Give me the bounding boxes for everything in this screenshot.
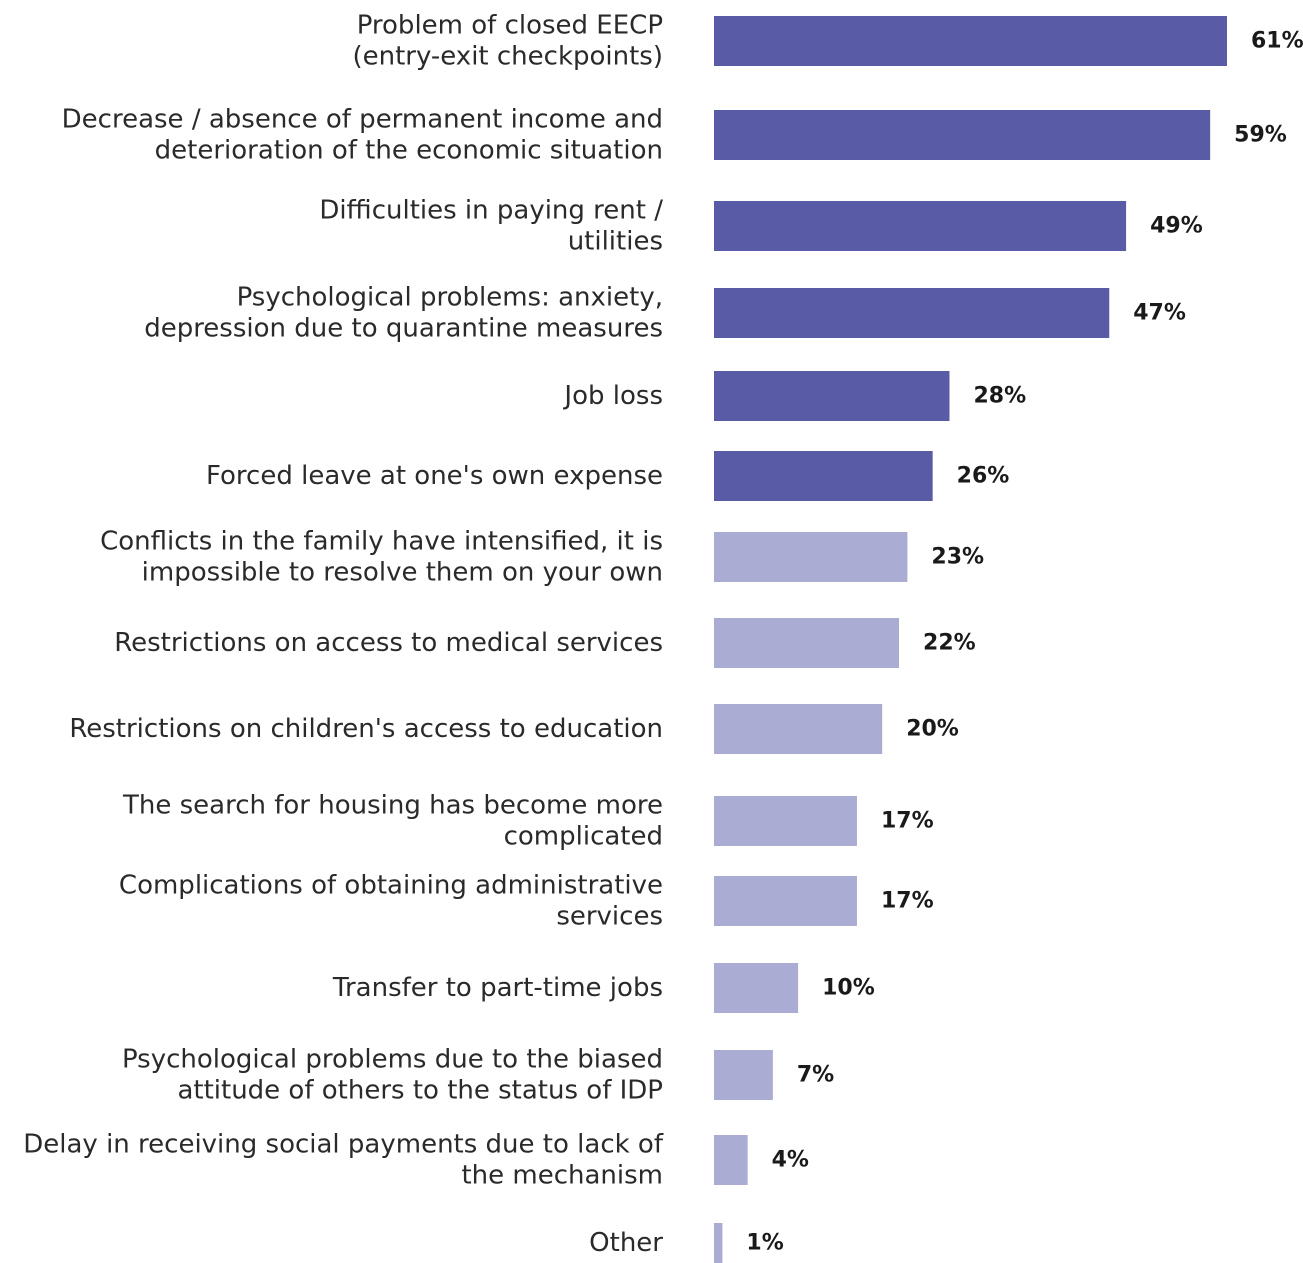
category-label-7-line-2: impossible to resolve them on your own xyxy=(142,558,663,588)
value-label-10: 17% xyxy=(881,809,934,834)
bar-7 xyxy=(714,532,908,582)
value-label-2: 59% xyxy=(1234,123,1287,148)
value-label-9: 20% xyxy=(906,717,959,742)
bar-13 xyxy=(714,1050,773,1100)
value-label-5: 28% xyxy=(973,384,1026,409)
category-label-11-line-1: Complications of obtaining administrativ… xyxy=(119,871,663,901)
value-label-1: 61% xyxy=(1251,29,1303,54)
bar-12 xyxy=(714,963,799,1013)
value-label-6: 26% xyxy=(957,464,1010,489)
bars xyxy=(714,16,1227,1263)
bar-6 xyxy=(714,451,933,501)
category-label-4-line-2: depression due to quarantine measures xyxy=(144,314,663,344)
value-label-11: 17% xyxy=(881,889,934,914)
category-label-9: Restrictions on children's access to edu… xyxy=(69,714,663,744)
category-label-6: Forced leave at one's own expense xyxy=(206,461,663,491)
category-label-11-line-2: services xyxy=(556,902,663,932)
category-label-14-line-1: Delay in receiving social payments due t… xyxy=(23,1130,664,1160)
category-label-13-line-2: attitude of others to the status of IDP xyxy=(177,1076,663,1106)
value-label-12: 10% xyxy=(822,976,875,1001)
category-label-4-line-1: Psychological problems: anxiety, xyxy=(237,283,663,313)
category-label-7-line-1: Conflicts in the family have intensified… xyxy=(100,527,663,557)
bar-15 xyxy=(714,1223,723,1263)
bar-4 xyxy=(714,288,1110,338)
value-label-13: 7% xyxy=(797,1063,834,1088)
value-label-15: 1% xyxy=(746,1231,783,1256)
category-label-14-line-2: the mechanism xyxy=(461,1161,663,1191)
bar-8 xyxy=(714,618,900,668)
bar-14 xyxy=(714,1135,748,1185)
category-labels: Problem of closed EECP(entry-exit checkp… xyxy=(23,11,664,1259)
category-label-5: Job loss xyxy=(562,381,663,411)
category-label-15: Other xyxy=(589,1228,663,1258)
bar-11 xyxy=(714,876,857,926)
category-label-10-line-1: The search for housing has become more xyxy=(122,791,663,821)
category-label-1-line-2: (entry-exit checkpoints) xyxy=(352,42,663,72)
value-label-8: 22% xyxy=(923,631,976,656)
category-label-10-line-2: complicated xyxy=(504,822,663,852)
category-label-3-line-1: Difficulties in paying rent / xyxy=(319,196,663,226)
bar-9 xyxy=(714,704,883,754)
value-label-14: 4% xyxy=(772,1148,809,1173)
category-label-13-line-1: Psychological problems due to the biased xyxy=(122,1045,663,1075)
category-label-1-line-1: Problem of closed EECP xyxy=(357,11,663,41)
bar-5 xyxy=(714,371,950,421)
value-label-7: 23% xyxy=(931,545,984,570)
value-label-3: 49% xyxy=(1150,214,1203,239)
category-label-12: Transfer to part-time jobs xyxy=(332,973,663,1003)
category-label-8: Restrictions on access to medical servic… xyxy=(114,628,663,658)
bar-10 xyxy=(714,796,857,846)
bar-2 xyxy=(714,110,1211,160)
value-labels: 61% 59% 49% 47% 28% 26% 23% 22% 20% 17% 17% 10% 7% 4%… xyxy=(746,29,1303,1256)
bar-1 xyxy=(714,16,1227,66)
category-label-2-line-1: Decrease / absence of permanent income a… xyxy=(62,105,663,135)
bar-3 xyxy=(714,201,1127,251)
category-label-3-line-2: utilities xyxy=(568,227,663,257)
category-label-2-line-2: deterioration of the economic situation xyxy=(155,136,663,166)
value-label-4: 47% xyxy=(1133,301,1186,326)
